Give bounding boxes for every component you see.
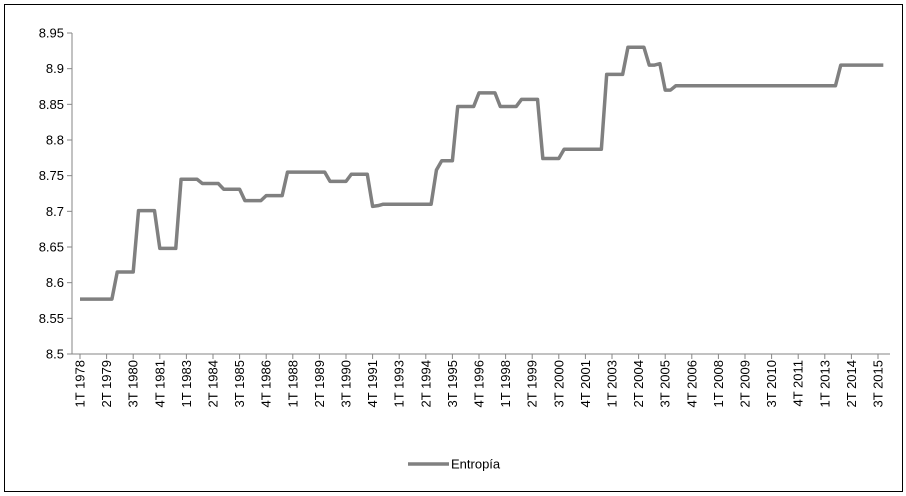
legend-label: Entropía (451, 457, 501, 472)
y-tick-label: 8.5 (46, 347, 64, 362)
x-tick-label: 1T 1998 (498, 360, 513, 407)
x-tick-label: 3T 1995 (445, 360, 460, 407)
y-tick-label: 8.65 (39, 240, 64, 255)
y-tick-label: 8.75 (39, 168, 64, 183)
x-tick-label: 2T 1999 (525, 360, 540, 407)
x-tick-label: 3T 2010 (764, 360, 779, 407)
x-tick-label: 1T 2008 (711, 360, 726, 407)
x-tick-label: 2T 2009 (738, 360, 753, 407)
x-tick-label: 4T 1986 (259, 360, 274, 407)
x-tick-label: 4T 2011 (791, 360, 806, 407)
x-tick-label: 2T 1979 (99, 360, 114, 407)
x-tick-label: 1T 1983 (179, 360, 194, 407)
x-tick-label: 1T 1993 (392, 360, 407, 407)
x-tick-label: 1T 2003 (605, 360, 620, 407)
y-tick-label: 8.6 (46, 275, 64, 290)
y-tick-label: 8.7 (46, 204, 64, 219)
x-tick-label: 2T 1994 (418, 360, 433, 407)
x-tick-label: 2T 2014 (844, 360, 859, 407)
x-tick-label: 3T 2005 (658, 360, 673, 407)
y-tick-label: 8.85 (39, 97, 64, 112)
chart-frame (4, 4, 903, 492)
x-tick-label: 4T 1996 (472, 360, 487, 407)
series-line (80, 45, 884, 301)
x-tick-label: 1T 2013 (817, 360, 832, 407)
x-tick-label: 1T 1978 (73, 360, 88, 407)
x-tick-label: 2T 2004 (631, 360, 646, 407)
x-tick-label: 4T 1991 (365, 360, 380, 407)
x-tick-label: 3T 1990 (339, 360, 354, 407)
x-tick-label: 3T 2015 (871, 360, 886, 407)
x-tick-label: 3T 1980 (126, 360, 141, 407)
x-tick-label: 3T 1985 (232, 360, 247, 407)
x-tick-label: 2T 1989 (312, 360, 327, 407)
y-tick-label: 8.9 (46, 61, 64, 76)
x-tick-label: 1T 1988 (285, 360, 300, 407)
y-tick-label: 8.95 (39, 26, 64, 41)
x-tick-label: 4T 1981 (152, 360, 167, 407)
x-tick-label: 3T 2000 (551, 360, 566, 407)
x-tick-label: 2T 1984 (206, 360, 221, 407)
x-tick-label: 4T 2006 (684, 360, 699, 407)
y-tick-label: 8.8 (46, 133, 64, 148)
y-tick-label: 8.55 (39, 311, 64, 326)
x-tick-label: 4T 2001 (578, 360, 593, 407)
